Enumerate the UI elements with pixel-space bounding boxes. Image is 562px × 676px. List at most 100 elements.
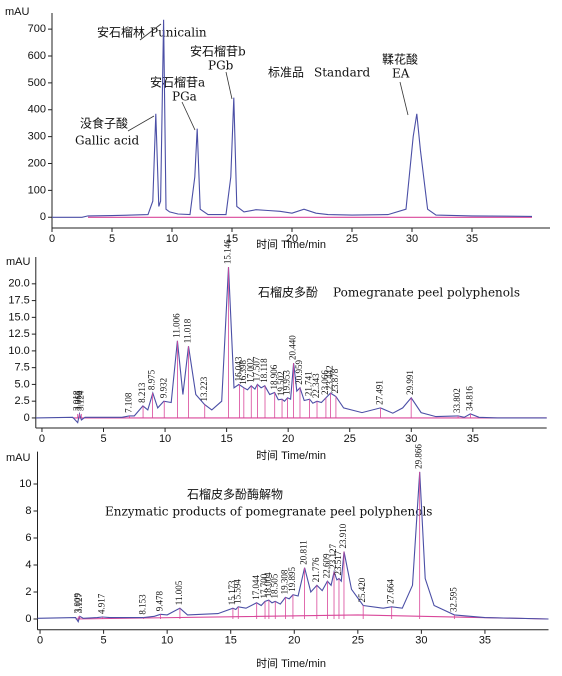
peak-label: 3.127 [74, 593, 84, 614]
x-axis-label: 时间 Time/min [256, 449, 326, 462]
x-tick-label: 15 [226, 233, 238, 245]
x-tick-label: 25 [352, 635, 364, 647]
x-tick-label: 30 [405, 433, 417, 445]
peak-label: 18.505 [269, 573, 279, 598]
y-tick-label: 10.0 [8, 345, 29, 357]
peak-label: 11.006 [172, 313, 182, 338]
y-tick-label: 0 [40, 211, 46, 223]
x-axis-label: 时间 Time/min [256, 238, 326, 251]
peak-label: 34.816 [465, 386, 475, 411]
peak-label: 15.173 [227, 580, 237, 605]
leader-line [127, 115, 155, 132]
y-tick-label: 400 [28, 104, 46, 116]
peak-label: 19.308 [280, 569, 290, 594]
peak-label: 17.002 [245, 358, 255, 383]
annotation: 安石榴林 [97, 25, 145, 40]
peak-label: 20.959 [294, 360, 304, 385]
peak-label: 25.420 [357, 577, 367, 602]
x-tick-label: 15 [220, 433, 232, 445]
peak-label: 20.811 [299, 540, 309, 564]
panel-subtitle: Enzymatic products of pomegranate peel p… [105, 505, 432, 519]
y-tick-label: 12.5 [8, 328, 29, 340]
x-tick-label: 20 [282, 433, 294, 445]
peak-label: 11.018 [183, 318, 193, 343]
peak-label: 8.213 [137, 382, 147, 403]
y-tick-label: 700 [28, 23, 46, 35]
y-tick-label: 100 [28, 184, 46, 196]
peak-label: 23.066 [320, 370, 330, 395]
x-tick-label: 0 [49, 233, 55, 245]
y-tick-label: 6 [25, 532, 31, 544]
y-tick-label: 15.0 [8, 311, 29, 323]
y-tick-label: 500 [28, 77, 46, 89]
peak-label: 19.502 [276, 371, 286, 396]
peak-label: 21.776 [311, 557, 321, 582]
annotation: Gallic acid [75, 134, 140, 148]
y-tick-label: 0 [25, 613, 31, 625]
peak-label: 19.953 [282, 370, 292, 395]
peak-label: 17.700 [259, 573, 269, 598]
peak-label: 18.004 [263, 572, 273, 597]
peak-label: 9.932 [158, 378, 168, 398]
x-tick-label: 35 [479, 635, 491, 647]
annotation: PGa [172, 90, 197, 104]
y-tick-label: 2.5 [15, 395, 30, 407]
x-tick-label: 30 [415, 635, 427, 647]
peak-label: 23.910 [338, 523, 348, 548]
y-tick-label: 10 [19, 478, 31, 490]
x-tick-label: 0 [37, 635, 43, 647]
annotation: 没食子酸 [80, 116, 128, 131]
peak-label: 7.108 [124, 392, 134, 413]
x-tick-label: 35 [466, 233, 478, 245]
annotation: 安石榴苷a [150, 75, 205, 90]
peak-label: 3.009 [72, 593, 82, 614]
y-tick-label: 200 [28, 157, 46, 169]
peak-label: 8.975 [147, 369, 157, 390]
y-tick-label: 4 [25, 559, 31, 571]
annotation: Punicalin [150, 26, 207, 40]
x-tick-label: 10 [159, 433, 171, 445]
peak-label: 23.878 [330, 368, 340, 393]
x-tick-label: 10 [161, 635, 173, 647]
x-tick-label: 15 [225, 635, 237, 647]
peak-label: 18.118 [259, 358, 269, 383]
y-axis-label: mAU [6, 256, 31, 268]
peak-label: 4.917 [97, 593, 107, 614]
x-tick-label: 5 [100, 433, 106, 445]
leader-line [399, 81, 409, 116]
trace [35, 267, 547, 424]
annotation: 标准品 [268, 66, 304, 80]
annotation: PGb [208, 59, 234, 73]
peak-label: 3.066 [74, 390, 84, 411]
peak-label: 17.044 [251, 575, 261, 600]
peak-label: 27.664 [386, 579, 396, 604]
peak-label: 32.595 [448, 587, 458, 612]
panel-subtitle: Pomegranate peel polyphenols [333, 286, 520, 300]
peak-label: 23.442 [325, 365, 335, 390]
x-tick-label: 5 [109, 233, 115, 245]
peak-label: 22.609 [321, 553, 331, 578]
peak-label: 29.866 [414, 444, 424, 469]
peak-label: 3.018 [72, 390, 82, 411]
leader-line [181, 101, 196, 131]
y-tick-label: 300 [28, 131, 46, 143]
peak-label: 18.906 [269, 364, 279, 389]
peak-label: 21.741 [304, 371, 314, 396]
x-axis-label: 时间 Time/min [256, 657, 326, 670]
panel-title: 石榴皮多酚酶解物 [187, 487, 283, 502]
x-tick-label: 20 [286, 233, 298, 245]
y-tick-label: 5.0 [15, 378, 30, 390]
y-axis-label: mAU [5, 6, 30, 18]
x-tick-label: 0 [39, 433, 45, 445]
peak-label: 8.153 [138, 594, 148, 615]
x-tick-label: 25 [344, 433, 356, 445]
peak-label: 16.398 [238, 360, 248, 385]
peak-label: 16.043 [234, 356, 244, 381]
x-tick-label: 20 [288, 635, 300, 647]
peak-label: 20.440 [288, 335, 298, 360]
y-tick-label: 8 [25, 505, 31, 517]
y-tick-label: 17.5 [8, 294, 29, 306]
peak-label: 23.517 [333, 550, 343, 575]
y-tick-label: 2 [25, 586, 31, 598]
peak-label: 15.594 [232, 579, 242, 604]
